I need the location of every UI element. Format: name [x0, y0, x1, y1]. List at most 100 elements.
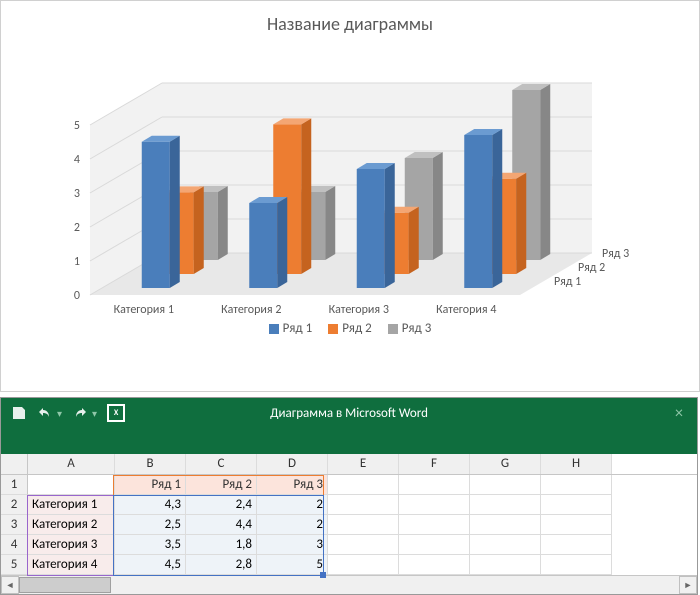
cell[interactable]: [541, 495, 612, 515]
legend-swatch: [328, 324, 338, 334]
legend-label: Ряд 3: [402, 321, 432, 336]
row-header[interactable]: 2: [1, 495, 28, 515]
chart-title: Название диаграммы: [16, 13, 684, 35]
column-header[interactable]: E: [328, 454, 399, 474]
svg-text:2: 2: [74, 221, 80, 235]
column-header[interactable]: D: [257, 454, 328, 474]
cell[interactable]: [328, 555, 399, 575]
row-header[interactable]: 5: [1, 555, 28, 575]
save-icon[interactable]: [11, 405, 27, 421]
row-header[interactable]: 1: [1, 475, 28, 495]
cell[interactable]: [28, 475, 115, 495]
svg-text:4: 4: [74, 153, 80, 167]
cell[interactable]: [470, 555, 541, 575]
redo-icon[interactable]: [72, 405, 88, 421]
cell[interactable]: [470, 495, 541, 515]
excel-titlebar: ▾ ▾ X Диаграмма в Microsoft Word ×: [1, 398, 697, 428]
column-header[interactable]: B: [115, 454, 186, 474]
column-header[interactable]: C: [186, 454, 257, 474]
svg-text:5: 5: [74, 119, 80, 133]
svg-text:1: 1: [74, 255, 80, 269]
scroll-right-icon[interactable]: ►: [679, 576, 697, 594]
cell[interactable]: Ряд 1: [115, 475, 186, 495]
redo-dropdown-icon[interactable]: ▾: [92, 407, 97, 420]
cell[interactable]: 4,5: [115, 555, 186, 575]
cell[interactable]: Категория 4: [28, 555, 115, 575]
scroll-track[interactable]: [19, 576, 679, 594]
cell[interactable]: [328, 495, 399, 515]
row-header[interactable]: 3: [1, 515, 28, 535]
svg-text:Ряд 2: Ряд 2: [578, 261, 605, 275]
cell[interactable]: Категория 3: [28, 535, 115, 555]
column-headers: ABCDEFGH: [1, 454, 697, 475]
cell[interactable]: 4,4: [186, 515, 257, 535]
cell[interactable]: [399, 555, 470, 575]
cell[interactable]: [399, 515, 470, 535]
quick-access-toolbar: ▾ ▾ X: [1, 404, 125, 422]
cell[interactable]: [399, 495, 470, 515]
cell[interactable]: [470, 535, 541, 555]
scroll-thumb[interactable]: [19, 577, 111, 593]
row-header[interactable]: 4: [1, 535, 28, 555]
cell[interactable]: 3: [257, 535, 328, 555]
grid[interactable]: 1Ряд 1Ряд 2Ряд 32Категория 14,32,423Кате…: [1, 475, 697, 575]
cell[interactable]: [399, 535, 470, 555]
chart-svg: 012345Категория 1Категория 2Категория 3К…: [30, 45, 670, 315]
cell[interactable]: Категория 1: [28, 495, 115, 515]
column-header[interactable]: F: [399, 454, 470, 474]
cell[interactable]: 2,8: [186, 555, 257, 575]
column-header[interactable]: H: [541, 454, 612, 474]
undo-icon[interactable]: [37, 405, 53, 421]
table-row: 1 Ряд 1Ряд 2Ряд 3: [1, 475, 697, 495]
cell[interactable]: Ряд 2: [186, 475, 257, 495]
undo-dropdown-icon[interactable]: ▾: [57, 407, 62, 420]
chart-3d-bar: 012345Категория 1Категория 2Категория 3К…: [30, 45, 670, 315]
table-row: 4Категория 33,51,83: [1, 535, 697, 555]
chart-legend: Ряд 1 Ряд 2 Ряд 3: [16, 321, 684, 336]
cell[interactable]: [541, 515, 612, 535]
cell[interactable]: 2,4: [186, 495, 257, 515]
column-header[interactable]: G: [470, 454, 541, 474]
cell[interactable]: 4,3: [115, 495, 186, 515]
svg-text:Ряд 3: Ряд 3: [602, 247, 629, 261]
cell[interactable]: [328, 535, 399, 555]
cell[interactable]: [470, 515, 541, 535]
legend-item: Ряд 1: [269, 321, 313, 336]
cell[interactable]: [328, 475, 399, 495]
table-row: 2Категория 14,32,42: [1, 495, 697, 515]
svg-text:3: 3: [74, 187, 80, 201]
select-all-corner[interactable]: [1, 454, 28, 474]
chart-panel: Название диаграммы 012345Категория 1Кате…: [0, 0, 700, 392]
svg-text:Категория 2: Категория 2: [221, 303, 281, 315]
cell[interactable]: [541, 475, 612, 495]
excel-window: ▾ ▾ X Диаграмма в Microsoft Word × ABCDE…: [0, 397, 698, 595]
cell[interactable]: 2,5: [115, 515, 186, 535]
cell[interactable]: 5: [257, 555, 328, 575]
svg-text:Категория 3: Категория 3: [329, 303, 389, 315]
table-row: 3Категория 22,54,42: [1, 515, 697, 535]
scroll-left-icon[interactable]: ◄: [1, 576, 19, 594]
cell[interactable]: [328, 515, 399, 535]
ribbon-strip: [1, 428, 697, 454]
svg-text:Категория 1: Категория 1: [114, 303, 174, 315]
legend-swatch: [388, 324, 398, 334]
legend-label: Ряд 2: [342, 321, 372, 336]
cell[interactable]: [541, 555, 612, 575]
cell[interactable]: Категория 2: [28, 515, 115, 535]
cell[interactable]: 2: [257, 515, 328, 535]
svg-text:Ряд 1: Ряд 1: [554, 275, 581, 289]
cell[interactable]: [541, 535, 612, 555]
table-row: 5Категория 44,52,85: [1, 555, 697, 575]
excel-app-icon[interactable]: X: [107, 404, 125, 422]
sheet-area: ABCDEFGH 1Ряд 1Ряд 2Ряд 32Категория 14,3…: [1, 454, 697, 594]
column-header[interactable]: A: [28, 454, 115, 474]
cell[interactable]: 1,8: [186, 535, 257, 555]
close-icon[interactable]: ×: [675, 404, 697, 423]
legend-item: Ряд 2: [328, 321, 372, 336]
cell[interactable]: 3,5: [115, 535, 186, 555]
cell[interactable]: 2: [257, 495, 328, 515]
scrollbar-horizontal[interactable]: ◄ ►: [1, 575, 697, 594]
cell[interactable]: [470, 475, 541, 495]
cell[interactable]: [399, 475, 470, 495]
cell[interactable]: Ряд 3: [257, 475, 328, 495]
